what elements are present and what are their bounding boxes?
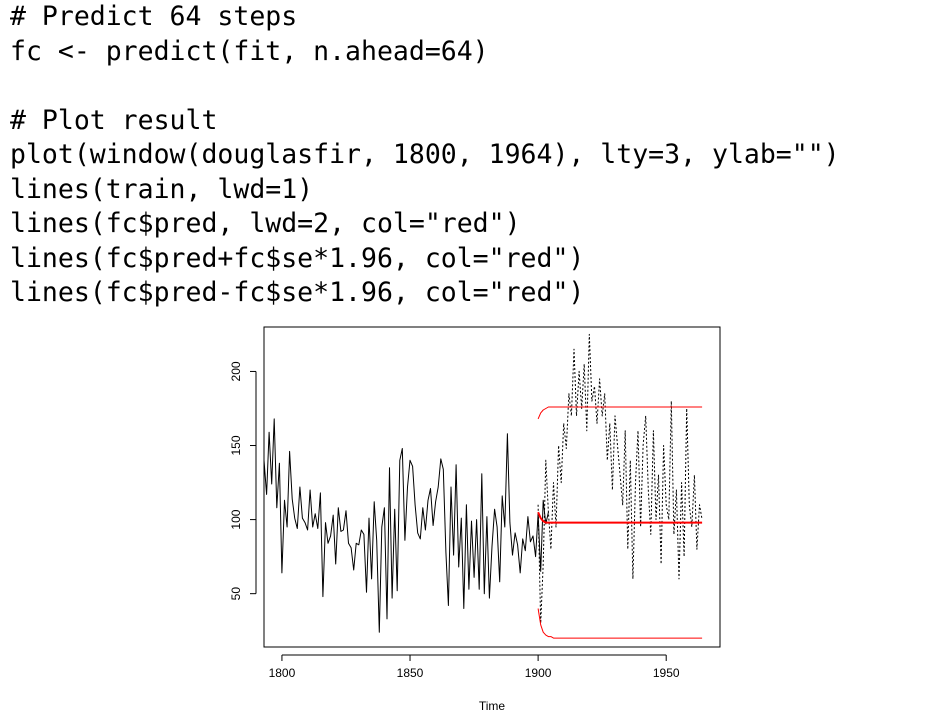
x-tick-label: 1900 <box>525 666 552 680</box>
y-tick-label: 50 <box>229 587 243 601</box>
x-tick-label: 1800 <box>269 666 296 680</box>
x-tick-label: 1850 <box>397 666 424 680</box>
code-line: # Plot result <box>10 104 218 136</box>
series-line-3 <box>537 406 703 420</box>
y-tick-label: 150 <box>229 435 243 455</box>
series-line-0 <box>263 418 549 633</box>
x-tick-label: 1950 <box>653 666 680 680</box>
axis-layer: 1800 1850 1900 1950 50 100 150 200 <box>229 361 680 680</box>
y-tick-label: 200 <box>229 361 243 381</box>
series-line-4 <box>537 608 703 639</box>
code-line: lines(fc$pred-fc$se*1.96, col="red") <box>10 277 585 308</box>
code-line: fc <- predict(fit, n.ahead=64) <box>10 35 489 67</box>
code-line: lines(fc$pred+fc$se*1.96, col="red") <box>10 242 585 274</box>
y-tick-label: 100 <box>229 509 243 529</box>
code-line: lines(train, lwd=1) <box>10 173 314 205</box>
code-line: lines(fc$pred, lwd=2, col="red") <box>10 208 521 239</box>
plot-frame <box>263 326 721 648</box>
code-line: plot(window(douglasfir, 1800, 1964), lty… <box>10 139 840 170</box>
code-block: # Predict 64 steps fc <- predict(fit, n.a… <box>10 0 840 311</box>
series-line-1 <box>537 333 703 624</box>
x-axis-label: Time <box>479 699 506 713</box>
series-layer <box>263 333 703 639</box>
series-line-2 <box>537 511 703 524</box>
code-line: # Predict 64 steps <box>10 1 298 32</box>
